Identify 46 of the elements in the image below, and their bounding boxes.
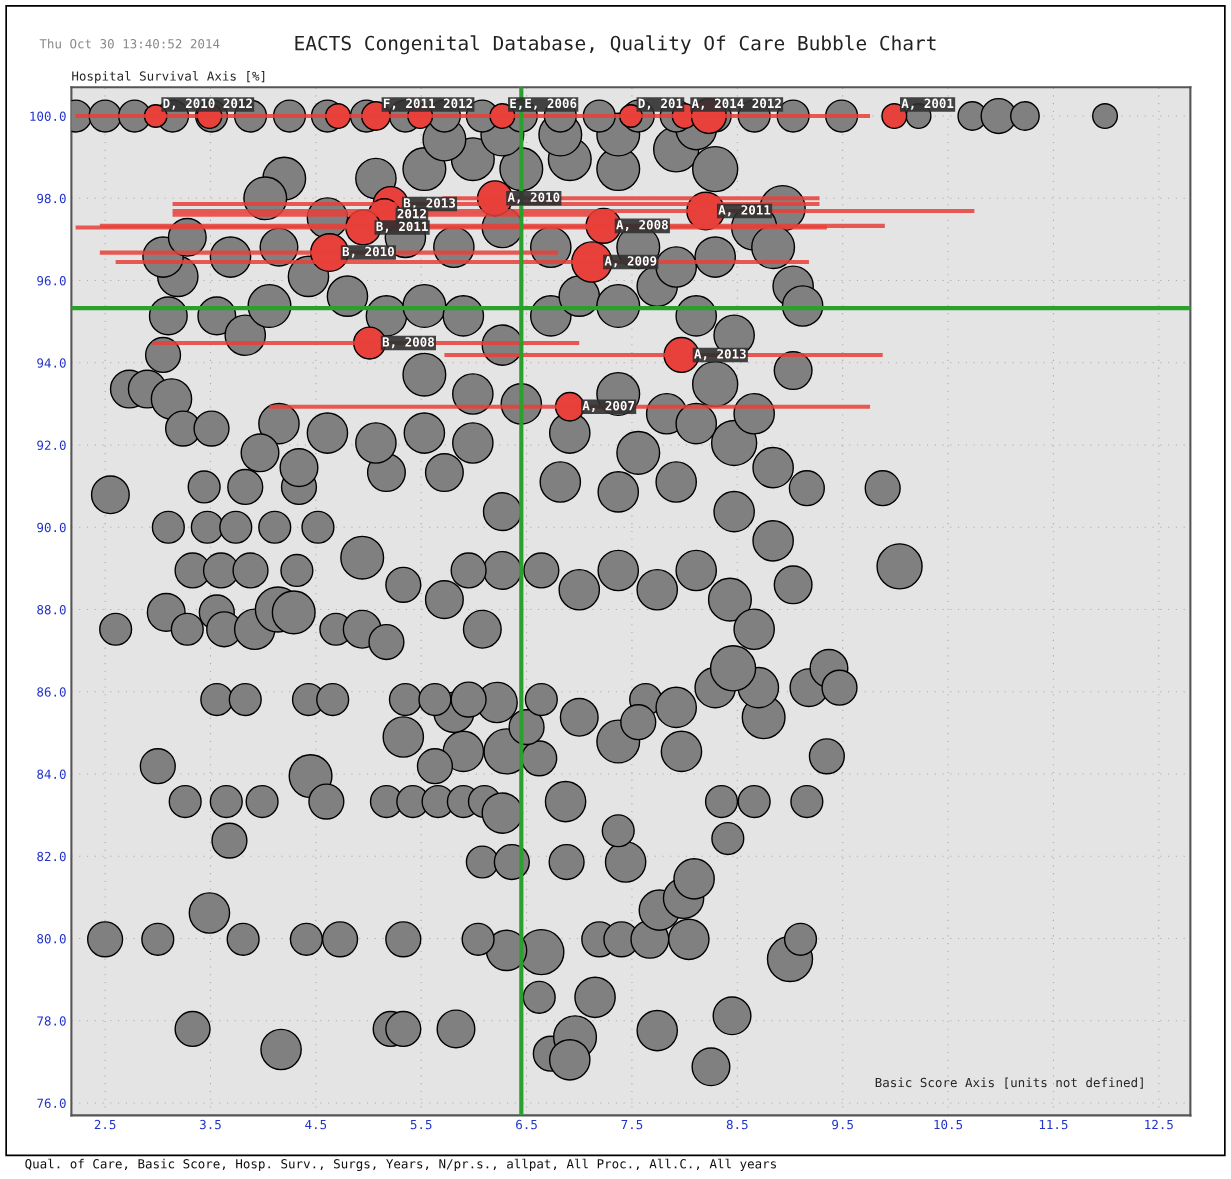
annotation: B, 2010 (342, 246, 394, 258)
annotation: 2012 (397, 208, 426, 219)
x-tick-label: 2.5 (94, 1119, 116, 1130)
annotation: A, 2009 (604, 256, 657, 268)
annotation: A, 2014 2012 (691, 98, 781, 110)
y-tick-label: 88.0 (37, 605, 66, 615)
x-tick-label: 6.5 (516, 1119, 537, 1130)
annotation: A, 2008 (616, 220, 668, 232)
x-tick-label: 9.5 (832, 1119, 853, 1130)
annotation: B, 2011 (376, 221, 428, 233)
y-tick-label: 84.0 (37, 769, 66, 779)
x-tick-label: 8.5 (726, 1119, 748, 1130)
annotation: B, 2013 (403, 198, 456, 210)
x-tick-label: 10.5 (934, 1119, 963, 1130)
x-axis-title: Basic Score Axis [units not defined] (875, 1077, 1143, 1089)
annotation: A, 2013 (694, 349, 746, 361)
y-axis-title: Hospital Survival Axis [%] (72, 70, 265, 84)
annotation: F, 2011 2012 (383, 98, 473, 110)
y-tick-label: 98.0 (37, 193, 66, 204)
y-tick-label: 80.0 (37, 934, 66, 944)
y-tick-label: 100.0 (30, 111, 66, 121)
y-tick-label: 90.0 (37, 522, 66, 533)
y-tick-label: 96.0 (37, 276, 66, 286)
annotation: D, 201 (638, 98, 683, 110)
y-tick-label: 94.0 (37, 358, 66, 368)
annotation: E,E, 2006 (510, 98, 577, 110)
y-tick-label: 82.0 (37, 851, 66, 862)
y-tick-label: 76.0 (37, 1098, 66, 1108)
y-tick-label: 92.0 (37, 440, 66, 450)
annotation: D, 2010 2012 (163, 98, 252, 110)
y-tick-label: 78.0 (37, 1016, 66, 1026)
x-tick-label: 11.5 (1039, 1119, 1068, 1130)
annotation: A, 2011 (718, 205, 771, 217)
x-tick-label: 5.5 (410, 1119, 432, 1130)
annotation: A, 2010 (507, 192, 560, 204)
annotation: A, 2007 (582, 400, 635, 412)
chart-title: EACTS Congenital Database, Quality Of Care Bubble Chart (295, 35, 936, 55)
annotation: A, 2001 (901, 98, 954, 110)
annotation: B, 2008 (382, 337, 434, 349)
x-tick-label: 4.5 (305, 1119, 327, 1130)
x-tick-label: 7.5 (621, 1119, 643, 1130)
y-tick-label: 86.0 (37, 687, 66, 697)
text: Thu Oct 30 13:40:52 2014 (39, 38, 220, 49)
text: Qual. of Care, Basic Score, Hosp. Surv., Surgs, Years, N/pr.s., allpat, All Proc., All.C., All years (25, 1158, 776, 1171)
x-tick-label: 3.5 (200, 1119, 221, 1130)
x-tick-label: 12.5 (1145, 1119, 1173, 1130)
